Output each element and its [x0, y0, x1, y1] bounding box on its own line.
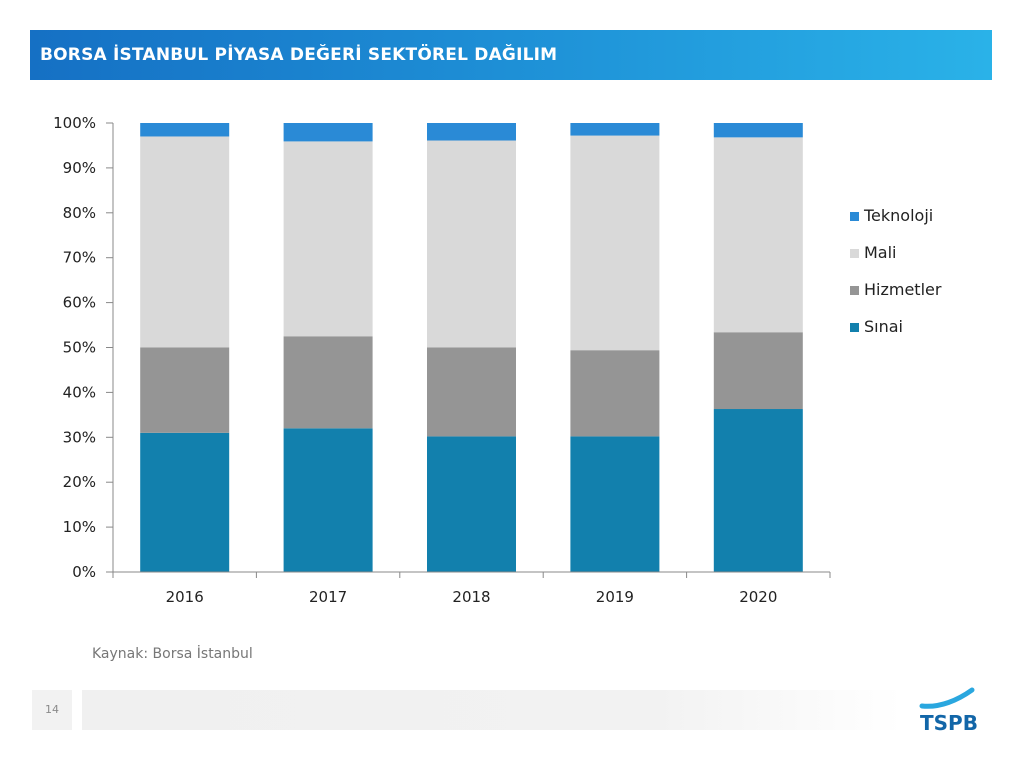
bar-segment-teknoloji [713, 123, 803, 138]
y-tick-label: 80% [63, 204, 96, 222]
bar-segment-sınai [283, 428, 373, 572]
bar-segment-mali [427, 140, 516, 348]
bar-segment-teknoloji [283, 123, 373, 142]
x-tick-label: 2020 [739, 588, 777, 606]
bar-segment-teknoloji [140, 123, 230, 137]
bar-segment-sınai [427, 436, 516, 572]
y-tick-label: 10% [63, 518, 96, 536]
bar-segment-sınai [713, 409, 803, 572]
x-tick-label: 2017 [309, 588, 347, 606]
y-tick-label: 50% [63, 339, 96, 357]
footer-band [82, 690, 902, 730]
page-number-box: 14 [32, 690, 72, 730]
legend-label-hizmetler: Hizmetler [864, 280, 942, 299]
x-tick-label: 2016 [166, 588, 204, 606]
bar-segment-sınai [140, 432, 230, 572]
y-tick-label: 60% [63, 294, 96, 312]
bar-segment-hizmetler [427, 347, 516, 437]
x-tick-label: 2019 [596, 588, 634, 606]
source-note: Kaynak: Borsa İstanbul [92, 646, 253, 662]
y-tick-label: 40% [63, 383, 96, 401]
bar-segment-mali [570, 135, 660, 351]
page-title: BORSA İSTANBUL PİYASA DEĞERİ SEKTÖREL DA… [40, 45, 558, 65]
y-tick-label: 90% [63, 159, 96, 177]
legend-swatch-hizmetler [850, 286, 859, 295]
bar-segment-sınai [570, 436, 660, 572]
tspb-logo-text: TSPB [920, 711, 978, 735]
bar-segment-hizmetler [713, 332, 803, 410]
legend-label-teknoloji: Teknoloji [863, 206, 933, 225]
stacked-bar-chart: 0% 10% 20% 30% 40% 50% 60% 70% 80% 90% 100% 2016 201… [53, 114, 942, 606]
title-bar: BORSA İSTANBUL PİYASA DEĞERİ SEKTÖREL DA… [30, 30, 992, 80]
y-tick-label: 100% [53, 114, 96, 132]
y-tick-label: 30% [63, 428, 96, 446]
legend-swatch-teknoloji [850, 212, 859, 221]
bar-segment-hizmetler [570, 350, 660, 437]
bar-segment-mali [140, 136, 230, 348]
legend-swatch-sınai [850, 323, 859, 332]
legend-label-mali: Mali [864, 243, 897, 262]
tspb-logo: TSPB [919, 687, 978, 735]
x-tick-label: 2018 [452, 588, 490, 606]
legend-label-sınai: Sınai [864, 317, 903, 336]
legend-swatch-mali [850, 249, 859, 258]
bar-segment-mali [713, 137, 803, 333]
y-tick-label: 70% [63, 249, 96, 267]
bar-segment-mali [283, 141, 373, 337]
bar-segment-teknoloji [427, 123, 516, 141]
bar-segment-hizmetler [283, 336, 373, 429]
y-tick-label: 20% [63, 473, 96, 491]
bar-segment-teknoloji [570, 123, 660, 136]
bar-segment-hizmetler [140, 347, 230, 433]
tspb-logo-swoosh-icon [919, 687, 975, 709]
page-number: 14 [45, 703, 59, 716]
y-tick-label: 0% [72, 563, 96, 581]
